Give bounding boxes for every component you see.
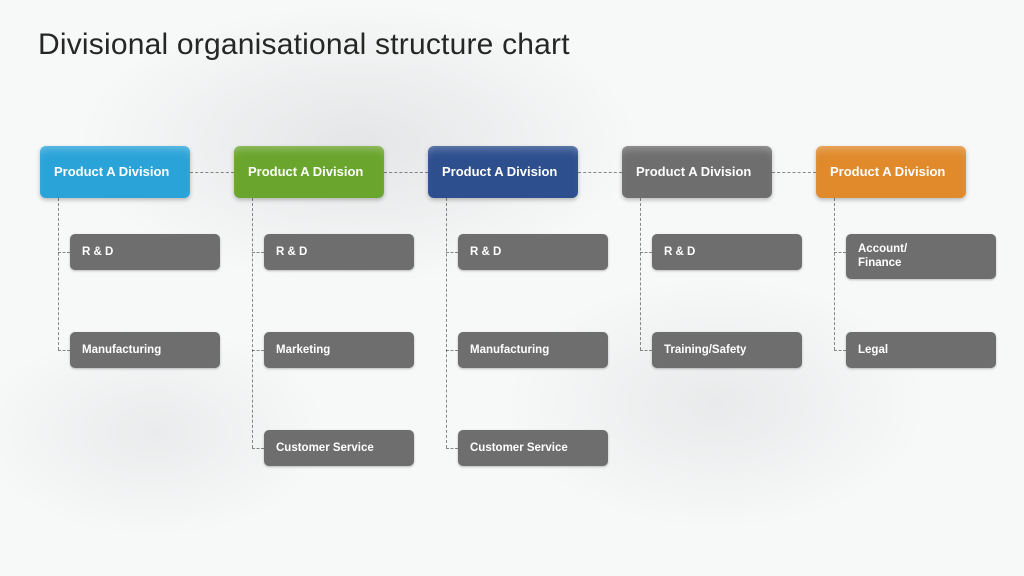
- connector-stub: [834, 252, 846, 253]
- connector-vertical: [58, 198, 59, 350]
- child-box: Manufacturing: [458, 332, 608, 368]
- division-box: Product A Division: [234, 146, 384, 198]
- child-box: Account/ Finance: [846, 234, 996, 279]
- division-box: Product A Division: [428, 146, 578, 198]
- child-box: R & D: [70, 234, 220, 270]
- connector-vertical: [640, 198, 641, 350]
- connector-vertical: [446, 198, 447, 448]
- connector-stub: [58, 252, 70, 253]
- child-box: Marketing: [264, 332, 414, 368]
- child-box: Customer Service: [458, 430, 608, 466]
- child-box: R & D: [264, 234, 414, 270]
- connector-stub: [252, 350, 264, 351]
- connector-stub: [640, 350, 652, 351]
- connector-vertical: [834, 198, 835, 350]
- division-box: Product A Division: [816, 146, 966, 198]
- connector-stub: [446, 252, 458, 253]
- connector-vertical: [252, 198, 253, 448]
- child-box: Legal: [846, 332, 996, 368]
- connector-horizontal: [578, 172, 622, 173]
- child-box: R & D: [652, 234, 802, 270]
- connector-stub: [640, 252, 652, 253]
- connector-stub: [252, 448, 264, 449]
- division-box: Product A Division: [40, 146, 190, 198]
- connector-stub: [446, 448, 458, 449]
- connector-stub: [834, 350, 846, 351]
- division-box: Product A Division: [622, 146, 772, 198]
- connector-stub: [252, 252, 264, 253]
- connector-stub: [446, 350, 458, 351]
- org-chart: Product A Division R & D Manufacturing Prod…: [0, 0, 1024, 576]
- child-box: Training/Safety: [652, 332, 802, 368]
- child-box: R & D: [458, 234, 608, 270]
- child-box: Manufacturing: [70, 332, 220, 368]
- connector-horizontal: [772, 172, 816, 173]
- child-box: Customer Service: [264, 430, 414, 466]
- connector-horizontal: [384, 172, 428, 173]
- connector-horizontal: [190, 172, 234, 173]
- connector-stub: [58, 350, 70, 351]
